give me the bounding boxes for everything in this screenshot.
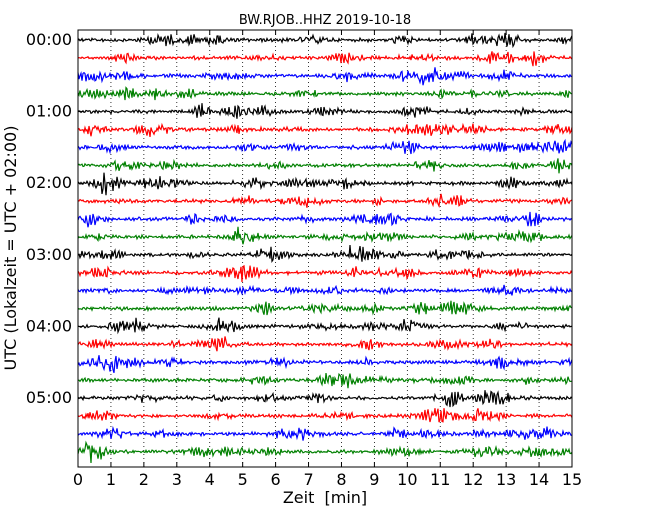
x-tick-label: 5 — [238, 470, 248, 489]
x-tick-label: 13 — [496, 470, 516, 489]
trace-line — [77, 372, 573, 389]
y-tick-label: 04:00 — [26, 316, 72, 335]
y-tick-label: 02:00 — [26, 173, 72, 192]
x-axis: 0 1 2 3 4 5 6 7 8 9 10 11 12 13 14 15 — [73, 30, 582, 489]
trace-line — [77, 172, 573, 196]
x-tick-label: 2 — [139, 470, 149, 489]
chart-title: BW.RJOB..HHZ 2019-10-18 — [239, 13, 411, 28]
y-tick-label: 00:00 — [26, 30, 72, 49]
trace-line — [77, 300, 573, 316]
trace-line — [77, 408, 573, 423]
trace-line — [77, 284, 573, 296]
trace-line — [77, 193, 573, 209]
x-tick-label: 15 — [562, 470, 582, 489]
trace-line — [77, 226, 573, 245]
x-tick-label: 3 — [172, 470, 182, 489]
x-tick-label: 0 — [73, 470, 83, 489]
trace-line — [77, 336, 573, 352]
trace-line — [77, 138, 573, 155]
x-tick-label: 14 — [529, 470, 549, 489]
y-tick-label: 03:00 — [26, 245, 72, 264]
x-tick-label: 12 — [463, 470, 483, 489]
x-tick-label: 8 — [336, 470, 346, 489]
grid-lines — [110, 30, 540, 467]
plot-frame — [77, 29, 573, 468]
trace-line — [77, 67, 573, 86]
x-tick-label: 4 — [205, 470, 215, 489]
x-tick-label: 9 — [369, 470, 379, 489]
trace-line — [77, 86, 573, 101]
trace-line — [77, 317, 573, 335]
x-tick-label: 6 — [271, 470, 281, 489]
trace-line — [77, 355, 573, 374]
trace-line — [77, 32, 573, 49]
y-tick-label: 01:00 — [26, 102, 72, 121]
trace-line — [77, 103, 573, 119]
trace-line — [77, 264, 573, 283]
x-tick-label: 1 — [106, 470, 116, 489]
y-tick-label: 05:00 — [26, 388, 72, 407]
y-axis: 00:00 01:00 02:00 03:00 04:00 05:00 — [26, 30, 83, 407]
x-tick-label: 11 — [430, 470, 450, 489]
x-tick-label: 10 — [397, 470, 417, 489]
trace-line — [77, 122, 573, 137]
x-axis-label: Zeit [min] — [283, 488, 367, 507]
trace-line — [77, 245, 573, 264]
x-tick-label: 7 — [303, 470, 313, 489]
trace-line — [77, 51, 573, 67]
trace-line — [77, 211, 573, 228]
trace-line — [77, 158, 573, 174]
y-axis-label: UTC (Lokalzeit = UTC + 02:00) — [1, 126, 20, 371]
seismogram-traces — [77, 32, 573, 464]
trace-line — [77, 440, 573, 464]
trace-line — [77, 425, 573, 441]
trace-line — [77, 390, 573, 408]
